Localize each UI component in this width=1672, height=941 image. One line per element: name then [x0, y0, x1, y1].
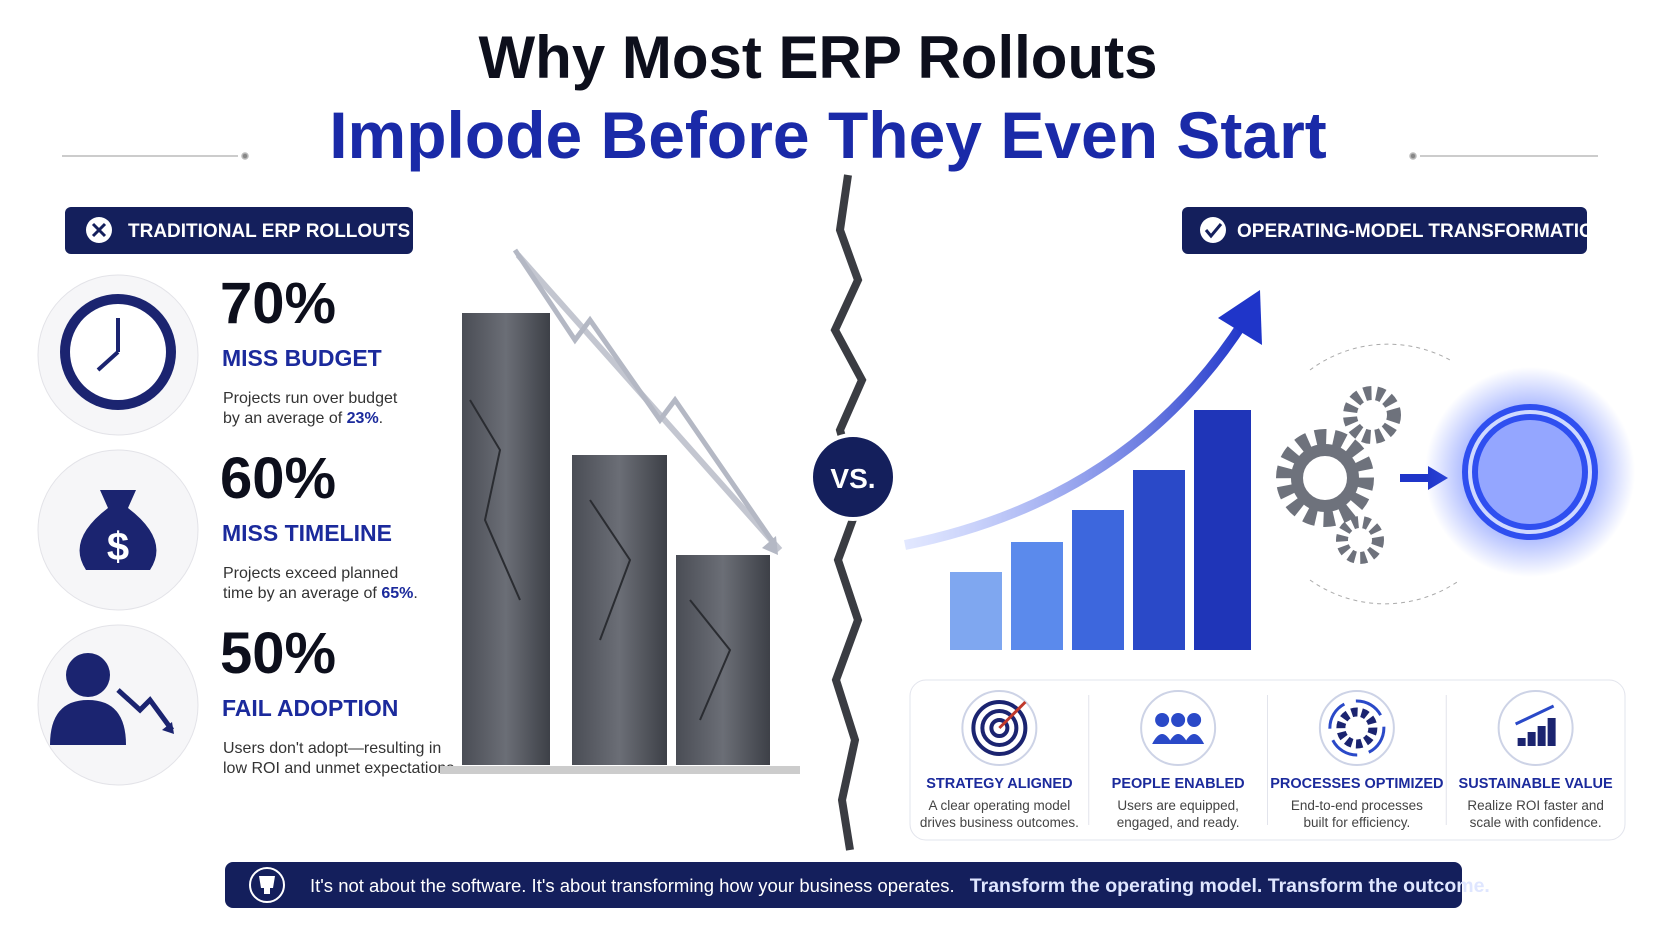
stat-icons: $	[37, 274, 199, 786]
gear	[1336, 707, 1378, 749]
check-icon	[1200, 217, 1226, 243]
stat-desc-line2: time by an average of 65%.	[223, 585, 418, 602]
footer-bar	[225, 862, 1462, 908]
person-body	[1168, 734, 1189, 744]
stat-value: 70%	[220, 271, 336, 336]
stat-label: MISS TIMELINE	[222, 520, 392, 546]
stat-label: FAIL ADOPTION	[222, 695, 398, 721]
title-line2: Implode Before They Even Start	[329, 98, 1327, 172]
stat-desc-highlight: 23%	[347, 410, 379, 427]
pillar-desc-line2: built for efficiency.	[1303, 815, 1410, 830]
footer-main: It's not about the software. It's about …	[310, 875, 955, 896]
value-bar	[1517, 738, 1526, 746]
person-head	[1155, 713, 1170, 727]
title-rules	[62, 152, 1598, 160]
stat-desc-line2: by an average of 23%.	[223, 410, 383, 427]
stat-desc-line1: Projects exceed planned	[223, 565, 398, 582]
trophy-icon	[249, 867, 285, 903]
target-ring	[989, 718, 1010, 738]
stat-desc-end: .	[379, 410, 383, 427]
target-ring	[980, 709, 1019, 747]
pillar-desc-line2: engaged, and ready.	[1117, 815, 1240, 830]
target-dart	[998, 700, 1027, 730]
vs-text: VS.	[830, 463, 875, 494]
stat-desc-line1: Projects run over budget	[223, 390, 398, 407]
stat-desc-text: time by an average of	[223, 585, 381, 602]
stat-desc-text: low ROI and unmet expectations.	[223, 760, 459, 777]
pillar-title: PROCESSES OPTIMIZED	[1270, 776, 1443, 792]
person-body	[1184, 734, 1205, 744]
right-badge	[1182, 207, 1587, 254]
cycle	[1328, 699, 1386, 757]
value-arrow	[1514, 704, 1555, 726]
vs-circle	[809, 433, 897, 521]
check-glyph	[1204, 223, 1223, 239]
value-bar	[1547, 718, 1556, 746]
svg-text:$: $	[107, 525, 129, 569]
pillar-desc-line2: scale with confidence.	[1470, 815, 1602, 830]
stat-value: 60%	[220, 446, 336, 511]
footer-emphasis: Transform the operating model. Transform…	[970, 875, 1490, 897]
pillar-icon-circle	[1140, 690, 1217, 766]
pillar-desc-line1: Users are equipped,	[1117, 798, 1239, 813]
pillar-title: STRATEGY ALIGNED	[926, 776, 1072, 792]
stat-label: MISS BUDGET	[222, 345, 382, 371]
gears-ring	[1276, 343, 1635, 605]
right-badge-text: OPERATING-MODEL TRANSFORMATION	[1237, 221, 1607, 242]
stat-value: 50%	[220, 621, 336, 686]
left-badge-text: TRADITIONAL ERP ROLLOUTS	[128, 221, 410, 242]
stat-desc-text: by an average of	[223, 410, 347, 427]
person-body	[1152, 734, 1173, 744]
pillar-desc-line2: drives business outcomes.	[920, 815, 1079, 830]
pillar-icon-circle	[1497, 690, 1574, 766]
person-head	[1187, 713, 1202, 727]
target-ring	[971, 700, 1028, 756]
title-line1: Why Most ERP Rollouts	[479, 24, 1158, 91]
left-badge	[65, 207, 413, 254]
stat-desc-line1: Users don't adopt—resulting in	[223, 740, 441, 757]
footer-text: It's not about the software. It's about …	[310, 875, 1490, 897]
pillar-desc-line1: End-to-end processes	[1291, 798, 1423, 813]
value-bar	[1527, 732, 1536, 746]
pillar-desc-line1: A clear operating model	[928, 798, 1070, 813]
x-glyph	[91, 222, 107, 238]
value-bar	[1537, 726, 1546, 746]
broken-pillars	[440, 248, 800, 774]
stat-desc-highlight: 65%	[381, 585, 413, 602]
pillar-title: PEOPLE ENABLED	[1112, 776, 1245, 792]
person-head	[1171, 713, 1186, 727]
stat-desc-end: .	[413, 585, 417, 602]
pillar-title: SUSTAINABLE VALUE	[1459, 776, 1613, 792]
trophy-glyph	[259, 876, 275, 894]
pillar-desc-line1: Realize ROI faster and	[1467, 798, 1604, 813]
stat-desc-line2: low ROI and unmet expectations.	[223, 760, 459, 777]
growth-chart	[904, 290, 1262, 650]
